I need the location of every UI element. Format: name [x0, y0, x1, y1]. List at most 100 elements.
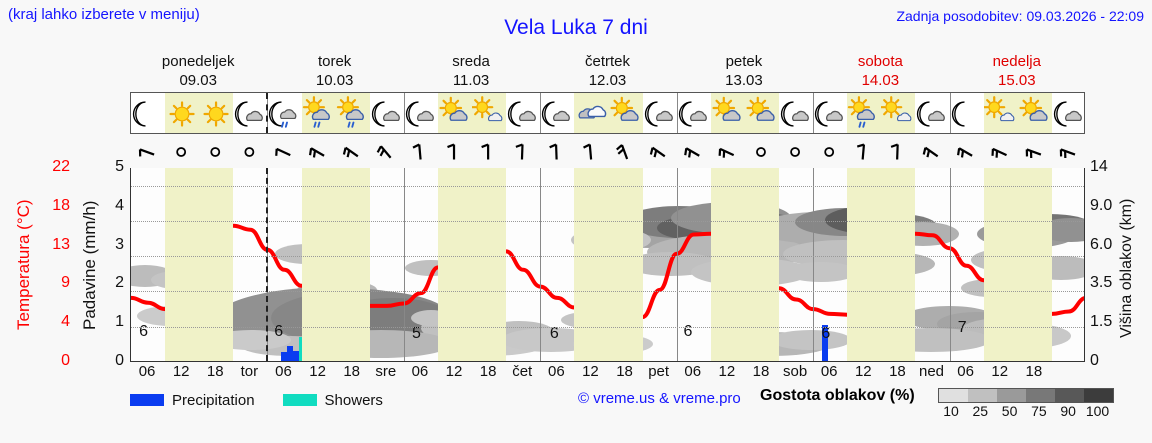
wind-calm-symbol: [790, 147, 800, 157]
cloud-density-tick: 100: [1085, 403, 1110, 419]
day-header-5: petek 13.03: [676, 52, 812, 90]
weather-icon-sun-cloudy-rain: [336, 93, 370, 135]
wind-barb-feather: [379, 149, 385, 157]
weather-icon-sun-cloudy: [745, 93, 779, 135]
day-separator: [540, 93, 542, 133]
time-tick: 18: [889, 363, 906, 380]
time-tick: 18: [1025, 363, 1043, 380]
wind-barb-feather: [376, 145, 382, 153]
daylight-band: [983, 168, 1052, 361]
wind-barb-shaft: [554, 144, 558, 160]
precipitation-tick: 4: [115, 196, 124, 214]
temperature-tick: 0: [61, 352, 70, 369]
day-header-3: sreda 11.03: [403, 52, 539, 90]
weather-icon-moon-cloudy: [1052, 93, 1086, 135]
time-tick: ned: [919, 363, 945, 380]
series-legend: Precipitation Showers: [130, 388, 383, 412]
wind-barb-feather: [342, 147, 347, 155]
cloud-blob: [785, 262, 857, 282]
gridline: [131, 326, 1084, 328]
wind-barb-feather: [960, 150, 965, 158]
precipitation-bar: [287, 345, 294, 361]
gridline: [131, 185, 1084, 187]
cloud-height-tick: 9.0: [1090, 196, 1113, 214]
weather-icon-moon-cloudy: [404, 93, 438, 135]
page-title: Vela Luka 7 dni: [504, 16, 648, 39]
wind-calm-symbol: [824, 147, 835, 157]
precipitation-bar: [281, 352, 288, 361]
wind-barb-feather: [616, 144, 623, 151]
weather-icon-moon-cloudy: [506, 93, 540, 135]
wind-barb-feather: [653, 150, 658, 158]
weather-icon-sun-clear: [199, 93, 233, 135]
current-time-marker: [266, 168, 268, 361]
wind-barb-feather: [688, 150, 692, 158]
time-tick: 12: [991, 363, 1009, 380]
wind-calm-symbol: [210, 147, 221, 157]
time-tick: 12: [718, 363, 736, 380]
day-separator: [403, 168, 405, 361]
wind-calm-symbol: [176, 147, 187, 157]
wind-calm-symbol: [756, 147, 766, 157]
temperature-tick: 9: [61, 274, 70, 292]
temp-min-label: 7: [957, 319, 967, 337]
weather-icon-moon-cloudy: [779, 93, 813, 135]
wind-barb-shaft: [1060, 148, 1076, 156]
cloud-height-tick: 0: [1090, 352, 1099, 369]
time-tick: tor: [240, 363, 259, 380]
time-tick: 06: [957, 363, 974, 380]
precipitation-tick: 0: [115, 352, 124, 369]
time-axis: 06 12 18 tor 06 12 18 sre 06 12 18 čet 06 12 18 pet 06 12…: [130, 363, 1085, 383]
wind-barb-feather: [922, 147, 927, 155]
time-tick: 06: [411, 363, 429, 380]
current-time-marker: [266, 93, 268, 133]
cloud-height-tick: 14: [1090, 158, 1108, 175]
cloud-density-step-90: [1055, 389, 1084, 402]
day-name: četrtek: [584, 53, 630, 70]
wind-barb-feather: [583, 143, 591, 149]
showers-swatch: [282, 394, 317, 406]
day-date: 14.03: [861, 72, 900, 89]
weather-icon-row: [130, 92, 1085, 134]
cloud-density-step-50: [997, 389, 1026, 402]
copyright-link[interactable]: © vreme.us & vreme.pro: [578, 390, 741, 407]
day-name: petek: [725, 53, 763, 70]
weather-icon-sun-cloudy: [1018, 93, 1052, 135]
time-tick: 18: [343, 363, 361, 380]
weather-icon-moon-cloudy: [540, 93, 574, 135]
day-name: torek: [317, 53, 352, 70]
gridline: [131, 220, 1084, 222]
temperature-tick: 4: [61, 313, 70, 331]
day-name: sobota: [857, 53, 903, 70]
meteogram-plot: 176166165166176166177: [130, 168, 1085, 362]
day-separator: [540, 168, 542, 361]
day-separator: [949, 168, 951, 361]
time-tick: 06: [275, 363, 292, 380]
wind-barb-shaft: [588, 144, 593, 160]
precipitation-tick: 5: [115, 158, 124, 175]
showers-legend-label: Showers: [324, 391, 383, 409]
precipitation-tick: 2: [115, 274, 124, 292]
day-separator: [676, 168, 678, 361]
weather-icon-moon-cloudy: [813, 93, 847, 135]
weather-icon-moon-clear: [950, 93, 984, 135]
wind-barb-shaft: [1026, 148, 1042, 156]
cloud-density-step-75: [1026, 389, 1055, 402]
wind-barb-feather: [312, 150, 317, 158]
time-tick: 18: [479, 363, 497, 380]
day-date: 09.03: [179, 72, 217, 89]
wind-barb-shaft: [139, 148, 155, 156]
wind-barb-shaft: [992, 147, 1007, 157]
time-tick: 18: [206, 363, 224, 380]
cloud-height-tick: 6.0: [1090, 235, 1113, 253]
weather-icon-sun-cloudy: [711, 93, 745, 135]
weather-icon-moon-cloudy: [643, 93, 677, 135]
time-tick: sob: [782, 363, 808, 380]
wind-barb-feather: [617, 148, 625, 155]
wind-barb-feather: [515, 143, 523, 148]
temp-min-label: 6: [683, 323, 693, 341]
wind-calm-symbol: [244, 147, 255, 157]
cloud-blob: [771, 330, 851, 350]
temperature-tick: 22: [52, 158, 70, 175]
wind-barb-shaft: [276, 147, 291, 157]
